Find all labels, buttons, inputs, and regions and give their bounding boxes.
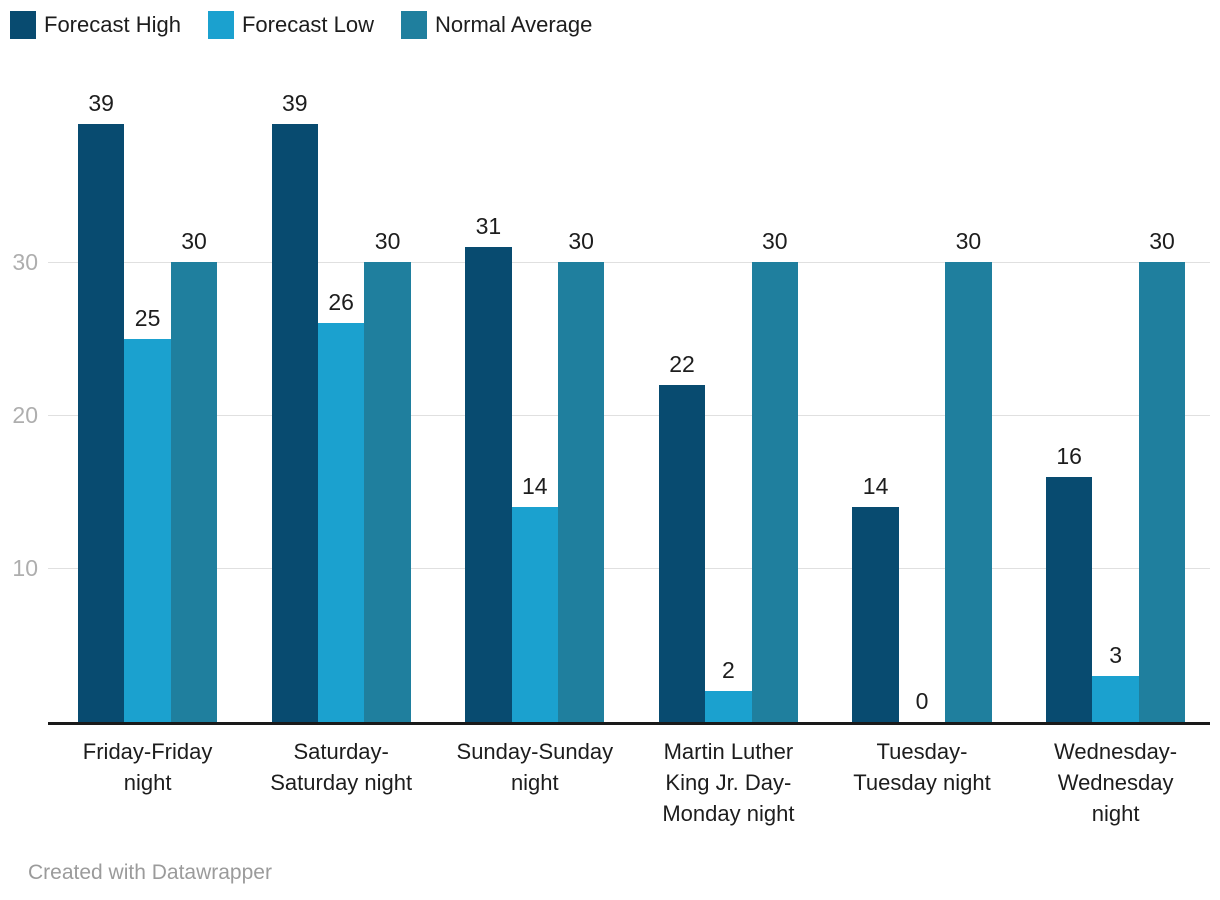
legend: Forecast High Forecast Low Normal Average [10,11,619,39]
category-label-line: Saturday- [293,739,389,764]
bar-forecast-high [1046,476,1093,722]
legend-label: Normal Average [435,12,593,37]
x-axis-category-label: Wednesday- Wednesday night [1016,736,1216,829]
attribution-text: Created with Datawrapper [28,861,272,884]
value-label: 39 [88,90,114,116]
value-label: 25 [134,304,161,331]
bar-forecast-low [124,338,171,722]
legend-label: Forecast High [44,12,181,37]
value-label: 26 [328,289,354,316]
category-label-line: night [123,770,172,795]
bar-forecast-high [852,507,899,722]
value-label: 14 [522,473,548,500]
bar-normal-average [751,262,798,722]
category-label-line: Saturday night [270,770,413,795]
category-label-line: Martin Luther [663,739,794,764]
x-axis-category-label: Tuesday- Tuesday night [822,736,1022,798]
value-label: 30 [181,228,207,254]
value-label: 30 [374,228,401,254]
value-label: 16 [1056,442,1082,469]
value-label: 30 [568,228,594,254]
legend-swatch-icon [401,11,428,39]
bar-forecast-high [78,124,125,722]
category-label-line: night [510,770,559,795]
x-axis-category-label: Friday-Friday night [48,736,248,798]
legend-swatch-icon [10,11,36,39]
y-tick-label-20: 20 [12,401,38,428]
bar-forecast-low [318,323,365,722]
category-label-line: Tuesday- [876,739,968,764]
bar-normal-average [945,262,992,722]
bar-normal-average [364,262,411,722]
legend-item-0: Forecast High [10,11,181,39]
gridline-30 [48,261,1210,263]
category-label-line: Friday-Friday [82,739,213,764]
legend-item-1: Forecast Low [207,11,375,39]
bar-forecast-low [705,691,752,722]
bar-forecast-low [1092,676,1139,722]
bar-normal-average [558,262,605,722]
bar-forecast-high [271,124,318,722]
value-label: 30 [955,228,982,254]
gridline-20 [48,414,1210,416]
bar-forecast-low [511,507,558,722]
category-label-line: Monday night [662,801,795,826]
x-axis-category-label: Saturday- Saturday night [241,736,441,798]
value-label: 30 [762,228,788,254]
value-label: 2 [721,657,735,684]
value-label: 30 [1149,228,1175,254]
legend-item-2: Normal Average [401,11,592,39]
category-label-line: Wednesday [1057,770,1174,795]
bar-normal-average [170,262,218,722]
gridline-10 [48,568,1210,570]
category-label-line: Tuesday night [853,770,991,795]
category-label-line: King Jr. Day- [665,770,792,795]
value-label: 39 [282,90,308,116]
bar-normal-average [1138,262,1186,722]
value-label: 14 [862,473,889,500]
x-axis-category-label: Martin Luther King Jr. Day- Monday night [628,736,828,829]
x-axis-line [48,722,1210,725]
value-label: 3 [1109,642,1122,668]
value-label: 0 [915,688,929,714]
bar-forecast-high [465,246,512,722]
category-label-line: night [1091,801,1140,826]
category-label-line: Sunday-Sunday [456,739,614,764]
value-label: 22 [669,350,695,377]
bar-forecast-high [658,384,706,722]
x-axis-category-label: Sunday-Sunday night [435,736,635,798]
value-label: 31 [475,212,502,239]
y-tick-label-10: 10 [12,555,38,582]
y-tick-label-30: 30 [12,248,38,275]
legend-swatch-icon [207,11,234,39]
legend-label: Forecast Low [241,12,375,37]
category-label-line: Wednesday- [1054,739,1178,764]
